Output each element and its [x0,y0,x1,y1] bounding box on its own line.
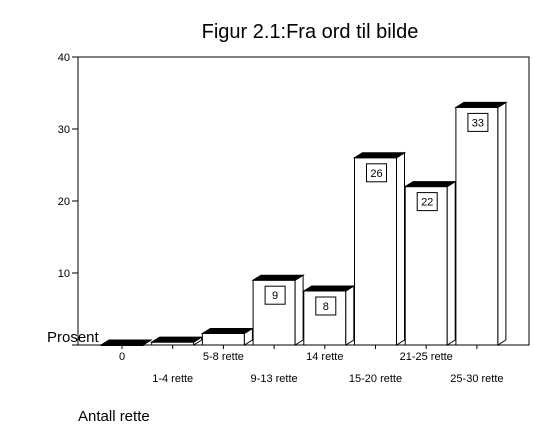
y-axis: 10 20 30 40 [58,52,78,346]
data-label-box [416,192,438,212]
x-tick-label: 25-30 rette [450,373,503,385]
x-tick-label: 5-8 rette [203,351,244,363]
y-tick-label: 10 [58,268,70,280]
bar-front [201,332,245,346]
bar [99,339,153,346]
bar-top [149,336,204,343]
data-label: 33 [472,117,484,129]
bar-top [352,152,407,159]
bar-side [446,180,456,346]
bar-side [396,151,405,346]
bar: 8 [302,285,356,346]
data-label: 9 [272,290,278,302]
y-tick-label: 30 [58,124,70,136]
x-axis-label: Antall rette [78,408,150,425]
x-tick-label: 14 rette [306,351,343,363]
bar-top [99,339,153,346]
bar-front [455,106,499,346]
bar [149,336,204,346]
x-tick-label: 21-25 rette [400,351,453,363]
data-label-box [315,296,337,316]
y-tick-label: 20 [58,196,70,208]
bar: 26 [352,151,407,346]
bars: 9 8 26 22 33 [99,101,508,346]
bar-top [454,101,508,108]
x-tick-label: 1-4 rette [152,373,193,385]
y-tick-label: 40 [58,52,70,64]
data-label-box [366,163,387,183]
data-label-box [467,112,489,132]
bar-top [251,274,305,281]
bar-top [200,327,255,334]
data-label: 8 [323,301,329,313]
bar-top [403,181,457,188]
x-tick-label: 15-20 rette [349,373,402,385]
x-tick-labels: 0 1-4 rette 5-8 rette 9-13 rette 14 rette 15-… [119,345,504,385]
x-tick-label: 9-13 rette [251,373,298,385]
bar-side [294,274,304,346]
data-label-box [264,285,286,305]
bar: 9 [251,274,305,346]
chart-title: Figur 2.1:Fra ord til bilde [202,21,419,43]
data-label: 22 [421,197,433,209]
bar-front [354,157,397,346]
bar: 33 [454,101,508,346]
y-axis-label: Prosent [47,329,100,346]
bar [200,327,255,346]
x-tick-label: 0 [119,351,125,363]
bar-top [302,285,356,292]
bar: 22 [403,180,457,346]
bar-side [345,285,355,346]
bar-side [497,101,507,346]
data-label: 26 [370,168,382,180]
